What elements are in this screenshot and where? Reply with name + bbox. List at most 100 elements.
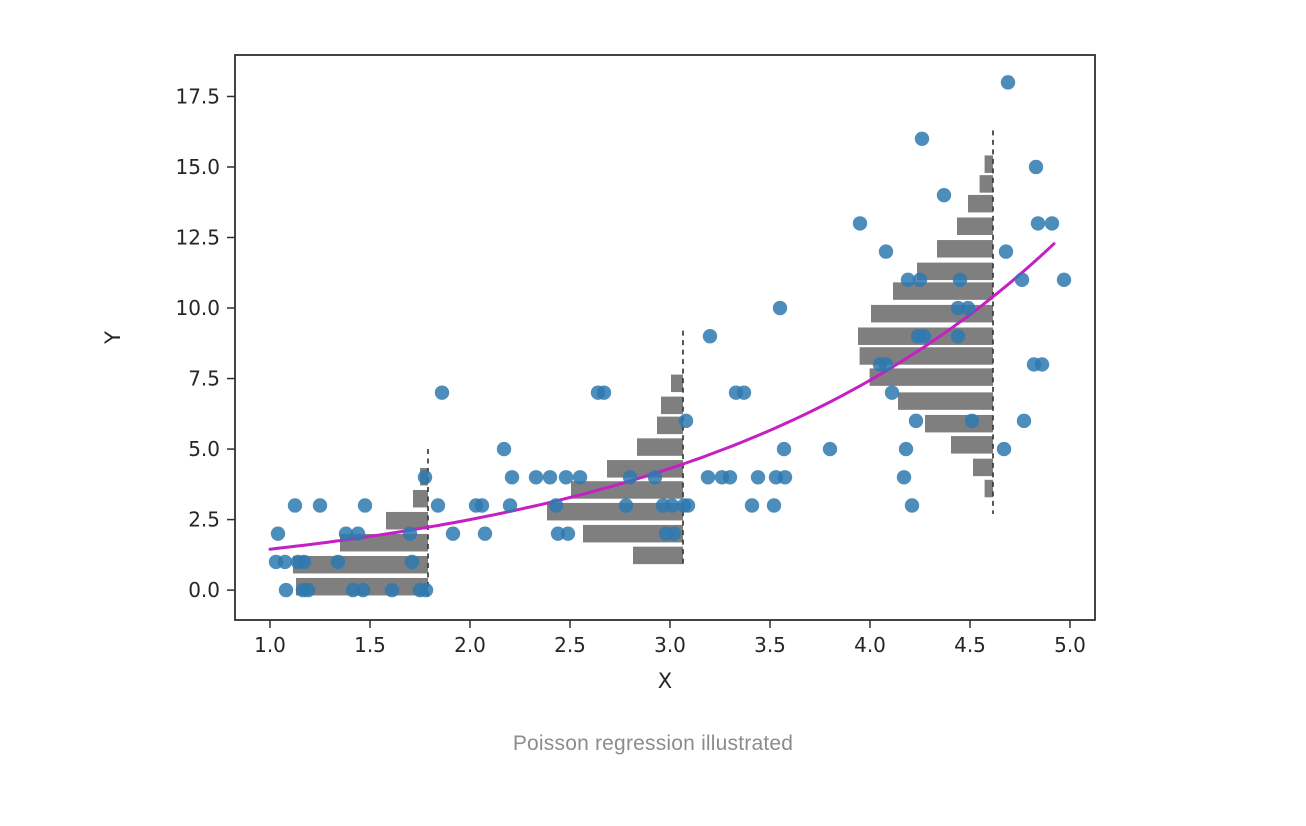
hist-bar [547,502,683,521]
y-tick-label: 10.0 [175,296,220,320]
scatter-point [496,441,512,457]
scatter-point [664,498,680,513]
scatter-point [678,413,694,429]
scatter-point [1000,75,1016,90]
scatter-point [952,272,968,288]
scatter-points [268,75,1072,598]
figure: 1.0 1.5 2.0 2.5 3.0 3.5 4.0 4.5 5.0 0.0 2.5 5.0 7.5 1… [101,54,1096,693]
x-tick-label: 4.5 [954,633,986,657]
scatter-point [777,470,793,485]
scatter-point [772,300,788,316]
scatter-point [404,554,420,570]
scatter-point [750,470,766,485]
scatter-point [445,526,461,541]
figure-caption: Poisson regression illustrated [512,732,794,755]
scatter-point [384,582,400,598]
scatter-point [852,216,868,231]
hist-bar [869,368,993,386]
y-tick-label: 5.0 [188,437,220,461]
scatter-point [904,498,920,513]
hist-bar [293,555,428,574]
scatter-point [270,526,286,541]
x-axis-ticks: 1.0 1.5 2.0 2.5 3.0 3.5 4.0 4.5 5.0 [254,620,1086,657]
scatter-point [558,470,574,485]
hist-bar [637,438,683,456]
hist-bar [917,262,993,281]
scatter-point [560,526,576,541]
scatter-point [666,526,682,541]
scatter-point [900,272,916,288]
scatter-point [350,526,366,541]
scatter-point [766,498,782,513]
scatter-point [744,498,760,513]
scatter-point [528,470,544,485]
hist-bar [657,416,683,435]
scatter-point [1028,159,1044,175]
y-tick-label: 12.5 [175,226,220,250]
scatter-point [936,187,952,203]
scatter-point [418,582,434,598]
y-tick-label: 0.0 [188,578,220,602]
scatter-point [1034,357,1050,372]
x-tick-label: 1.0 [254,633,286,657]
scatter-point [914,131,930,146]
hist-bar [984,155,993,173]
x-tick-label: 2.0 [454,633,486,657]
scatter-point [402,526,418,541]
scatter-point [908,413,924,429]
scatter-point [277,554,293,570]
histogram [547,330,684,567]
plot-border [234,54,1096,621]
scatter-point [300,582,316,598]
scatter-point [680,498,696,513]
scatter-point [550,526,566,541]
hist-bar [968,194,993,213]
scatter-point [878,244,894,259]
scatter-point [338,526,354,541]
x-tick-label: 2.5 [554,633,586,657]
scatter-point [287,498,303,513]
poisson-regression-chart: 1.0 1.5 2.0 2.5 3.0 3.5 4.0 4.5 5.0 0.0 2.5 5.0 7.5 1… [101,54,1096,693]
scatter-point [884,385,900,400]
hist-bar [973,458,993,477]
scatter-point [504,470,520,485]
scatter-point [996,441,1012,457]
scatter-point [430,498,446,513]
hist-bar [413,489,428,508]
x-axis-label: X [658,669,672,693]
scatter-point [296,554,312,570]
y-tick-label: 7.5 [188,367,220,391]
x-tick-label: 5.0 [1054,633,1086,657]
regression-curve [268,242,1056,551]
y-tick-label: 2.5 [188,508,220,532]
x-tick-label: 4.0 [854,633,886,657]
scatter-point [572,470,588,485]
scatter-point [1056,272,1072,288]
hist-bar [671,374,683,393]
hist-bar [898,392,993,410]
scatter-point [964,413,980,429]
hist-bar [859,347,993,365]
scatter-point [960,300,976,316]
hist-bar [937,240,993,258]
x-tick-label: 3.5 [754,633,786,657]
hist-bar [583,524,683,543]
scatter-point [312,498,328,513]
scatter-point [345,582,361,598]
scatter-point [916,329,932,344]
hist-bar [979,175,993,193]
scatter-point [776,441,792,457]
hist-bar [957,217,993,235]
scatter-point [1044,216,1060,231]
histogram [858,130,994,514]
scatter-point [1030,216,1046,231]
hist-bar [951,436,993,454]
hist-bar [633,546,683,565]
scatter-point [822,441,838,457]
scatter-point [355,582,371,598]
scatter-point [950,329,966,344]
hist-bar [925,414,993,433]
scatter-point [912,272,928,288]
scatter-point [1014,272,1030,288]
scatter-point [357,498,373,513]
